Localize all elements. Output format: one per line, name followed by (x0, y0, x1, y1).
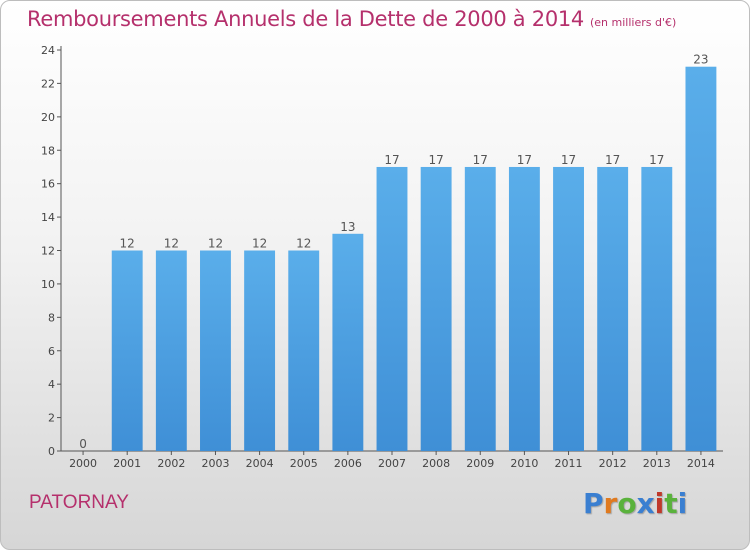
data-label: 13 (340, 220, 355, 234)
x-tick-label: 2013 (643, 457, 671, 470)
logo-letter: i (677, 487, 688, 520)
bar (508, 166, 540, 452)
proxiti-logo: Proxiti (583, 487, 687, 520)
data-label: 12 (296, 237, 311, 251)
bar (376, 166, 408, 452)
commune-name: PATORNAY (29, 492, 129, 513)
chart-title: Remboursements Annuels de la Dette de 20… (27, 7, 676, 31)
x-tick-label: 2007 (378, 457, 406, 470)
x-tick-label: 2005 (290, 457, 318, 470)
bar (200, 250, 231, 451)
bar (288, 250, 320, 451)
x-tick-label: 2012 (599, 457, 627, 470)
x-tick-label: 2010 (510, 457, 538, 470)
bar (420, 166, 452, 452)
y-tick-label: 16 (41, 178, 55, 191)
bar (685, 66, 717, 451)
y-tick-label: 0 (48, 445, 55, 458)
data-label: 17 (561, 153, 576, 167)
chart-subtitle: (en milliers d'€) (590, 16, 677, 29)
y-tick-label: 24 (41, 44, 55, 57)
x-tick-label: 2001 (113, 457, 141, 470)
data-label: 12 (164, 237, 179, 251)
x-tick-label: 2006 (334, 457, 362, 470)
logo-letter: o (617, 487, 637, 520)
data-label: 17 (517, 153, 532, 167)
x-tick-label: 2014 (687, 457, 715, 470)
bar (332, 233, 364, 451)
data-label: 12 (208, 237, 223, 251)
data-label: 23 (693, 53, 708, 67)
y-tick-label: 18 (41, 144, 55, 157)
y-tick-label: 4 (48, 378, 55, 391)
y-tick-label: 12 (41, 245, 55, 258)
chart-title-text: Remboursements Annuels de la Dette de 20… (27, 7, 584, 31)
bar (464, 166, 496, 452)
x-tick-label: 2004 (246, 457, 274, 470)
x-tick-label: 2003 (201, 457, 229, 470)
logo-letter: r (603, 487, 618, 520)
x-tick-label: 2002 (157, 457, 185, 470)
x-tick-label: 2000 (69, 457, 97, 470)
logo-letter: P (583, 487, 604, 520)
data-label: 0 (79, 437, 87, 451)
logo-letter: t (664, 487, 678, 520)
y-tick-label: 10 (41, 278, 55, 291)
data-label: 17 (605, 153, 620, 167)
logo-letter: i (654, 487, 665, 520)
data-label: 12 (120, 237, 135, 251)
bar (641, 166, 673, 452)
y-tick-label: 14 (41, 211, 55, 224)
y-tick-label: 20 (41, 111, 55, 124)
data-label: 17 (473, 153, 488, 167)
data-label: 17 (384, 153, 399, 167)
x-tick-label: 2009 (466, 457, 494, 470)
y-tick-label: 22 (41, 77, 55, 90)
data-label: 12 (252, 237, 267, 251)
bar (111, 250, 143, 451)
y-tick-label: 6 (48, 345, 55, 358)
y-tick-label: 2 (48, 412, 55, 425)
bar (155, 250, 187, 451)
logo-letter: x (636, 487, 655, 520)
bar (244, 250, 276, 451)
data-label: 17 (649, 153, 664, 167)
x-tick-label: 2011 (555, 457, 583, 470)
bar (553, 166, 584, 452)
y-tick-label: 8 (48, 311, 55, 324)
bar (597, 166, 629, 452)
data-label: 17 (428, 153, 443, 167)
x-tick-label: 2008 (422, 457, 450, 470)
